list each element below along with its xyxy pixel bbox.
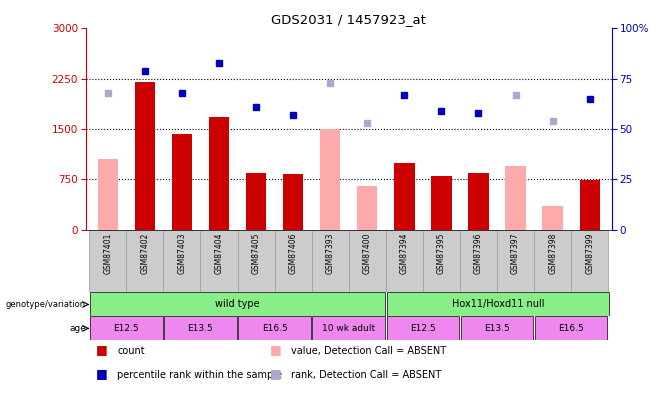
Bar [386,316,459,340]
Bar [386,292,609,316]
Text: GSM87395: GSM87395 [437,233,446,274]
Bar [172,134,192,230]
Text: GSM87393: GSM87393 [326,233,335,274]
Bar [313,316,385,340]
Bar [90,316,163,340]
Text: GSM87399: GSM87399 [585,233,594,274]
Text: genotype/variation: genotype/variation [6,300,86,309]
Text: Hox11/Hoxd11 null: Hox11/Hoxd11 null [451,299,544,309]
Text: count: count [117,346,145,356]
Text: rank, Detection Call = ABSENT: rank, Detection Call = ABSENT [291,370,441,380]
Bar [97,159,118,230]
Bar [126,230,163,292]
Text: ■: ■ [270,367,282,380]
Text: ■: ■ [270,343,282,356]
Bar [283,174,303,230]
Text: E16.5: E16.5 [262,324,288,333]
Bar [163,230,201,292]
Bar [135,82,155,230]
Bar [312,230,349,292]
Bar [238,316,311,340]
Text: E16.5: E16.5 [558,324,584,333]
Text: percentile rank within the sample: percentile rank within the sample [117,370,282,380]
Text: E12.5: E12.5 [410,324,436,333]
Bar [386,230,423,292]
Text: GSM87404: GSM87404 [215,233,224,274]
Text: GSM87403: GSM87403 [178,233,186,274]
Bar [164,316,237,340]
Bar [423,230,460,292]
Bar [461,316,534,340]
Bar [90,292,385,316]
Bar [535,316,607,340]
Text: GSM87400: GSM87400 [363,233,372,274]
Text: E13.5: E13.5 [484,324,510,333]
Text: E13.5: E13.5 [188,324,213,333]
Bar [320,129,340,230]
Text: GSM87401: GSM87401 [103,233,113,274]
Text: GSM87394: GSM87394 [400,233,409,274]
Text: GSM87405: GSM87405 [251,233,261,274]
Bar [468,173,489,230]
Bar [431,176,451,230]
Text: ■: ■ [96,343,108,356]
Bar [246,173,266,230]
Text: wild type: wild type [215,299,260,309]
Text: 10 wk adult: 10 wk adult [322,324,375,333]
Bar [357,186,378,230]
Bar [497,230,534,292]
Bar [580,180,600,230]
Text: value, Detection Call = ABSENT: value, Detection Call = ABSENT [291,346,446,356]
Text: GSM87398: GSM87398 [548,233,557,274]
Bar [394,162,415,230]
Bar [201,230,238,292]
Text: GSM87406: GSM87406 [289,233,297,274]
Bar [349,230,386,292]
Bar [209,117,229,230]
Text: GSM87397: GSM87397 [511,233,520,274]
Text: GSM87396: GSM87396 [474,233,483,274]
Bar [571,230,608,292]
Bar [505,166,526,230]
Bar [238,230,274,292]
Bar [274,230,312,292]
Bar [534,230,571,292]
Title: GDS2031 / 1457923_at: GDS2031 / 1457923_at [271,13,426,26]
Text: ■: ■ [96,367,108,380]
Bar [89,230,126,292]
Bar [542,206,563,230]
Text: GSM87402: GSM87402 [140,233,149,274]
Bar [460,230,497,292]
Text: age: age [69,324,86,333]
Text: E12.5: E12.5 [113,324,139,333]
